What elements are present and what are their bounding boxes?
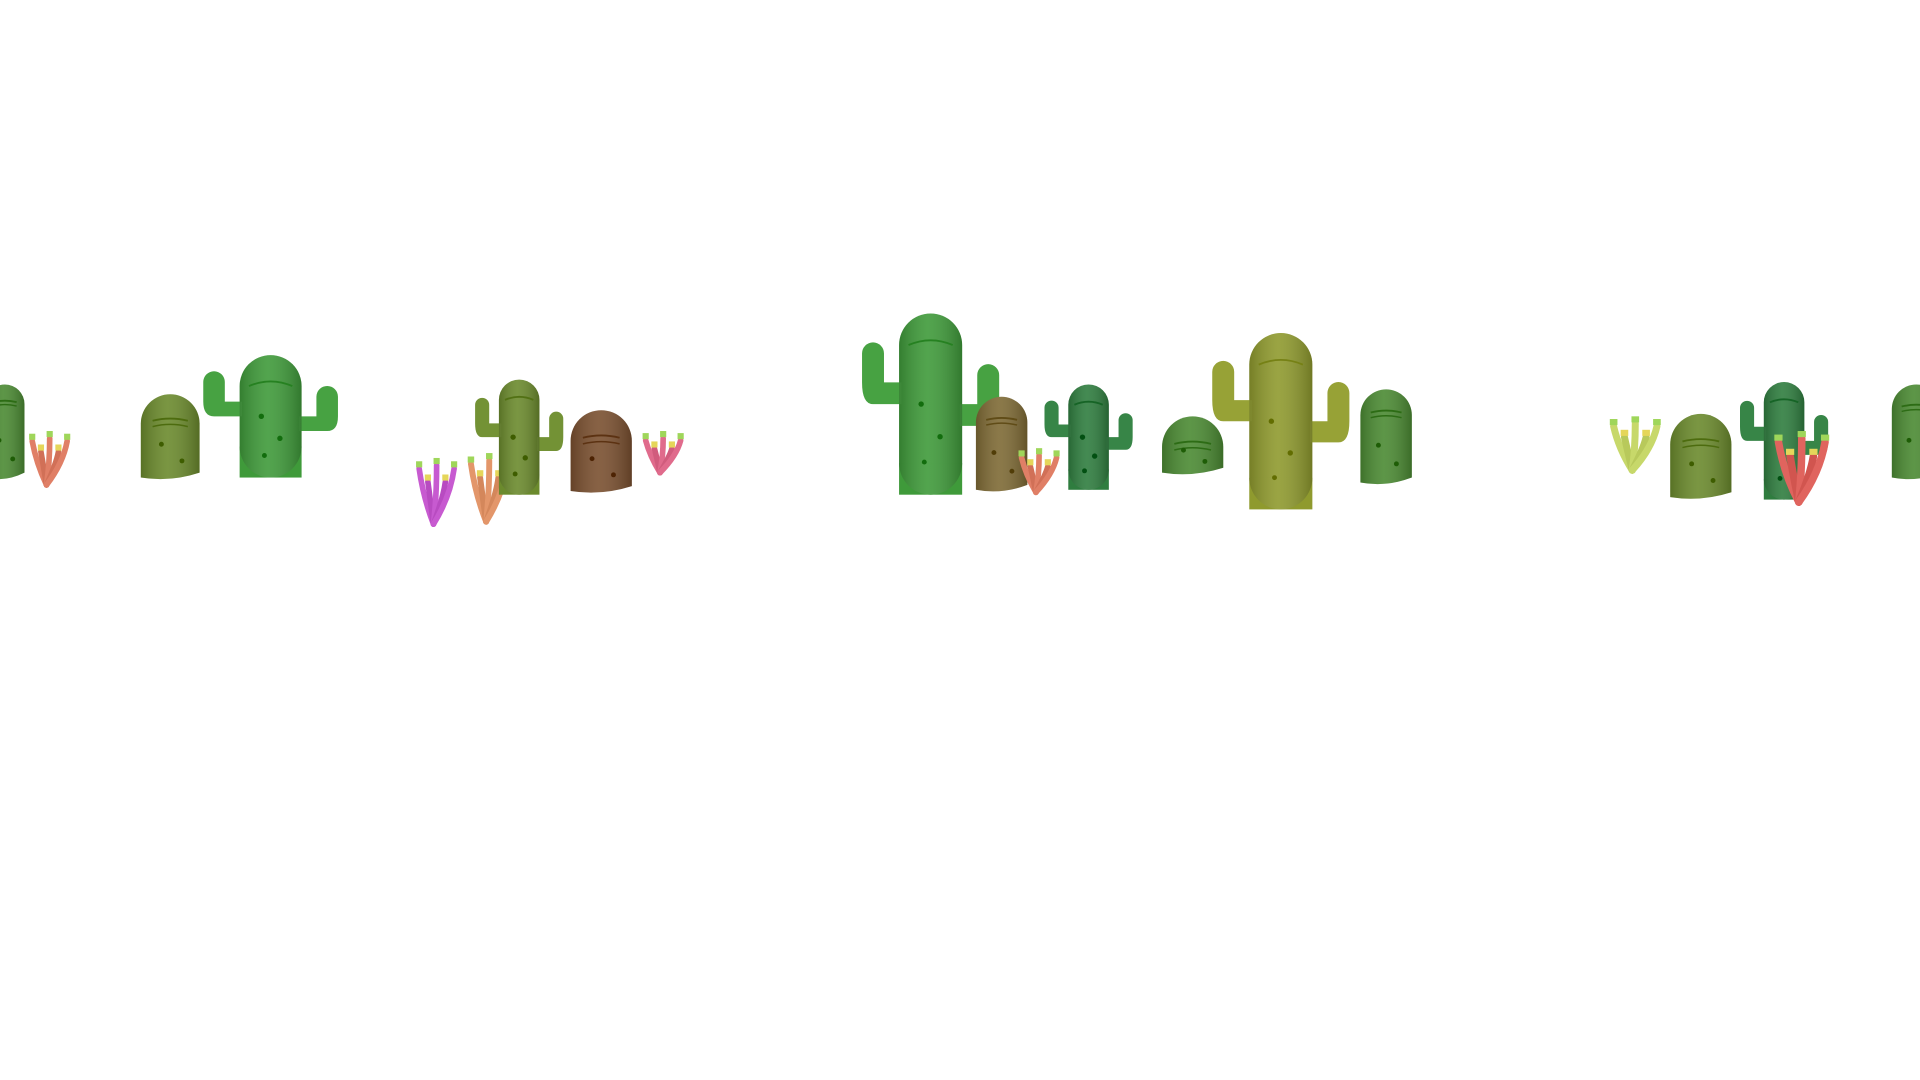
barrel-cactus-2: [140, 394, 200, 480]
barrel-cactus-8: [1891, 384, 1920, 480]
barrel-cactus-4: [975, 396, 1028, 492]
coral-plant-5: [1018, 448, 1060, 496]
saguaro-cactus-2: [475, 379, 564, 495]
saguaro-cactus-1: [203, 355, 338, 478]
barrel-cactus-5: [1162, 416, 1224, 475]
coral-plant-7: [1774, 431, 1830, 506]
coral-plant-2: [416, 457, 458, 527]
coral-plant-1: [29, 431, 71, 488]
barrel-cactus-6: [1360, 389, 1412, 485]
saguaro-cactus-5: [1212, 333, 1350, 510]
barrel-cactus-1: [0, 384, 25, 480]
barrel-cactus-7: [1670, 413, 1732, 499]
saguaro-cactus-3: [862, 313, 1000, 495]
coral-plant-6: [1609, 416, 1661, 474]
saguaro-cactus-4: [1044, 384, 1133, 490]
barrel-cactus-3: [570, 410, 632, 493]
coral-plant-4: [642, 431, 684, 476]
